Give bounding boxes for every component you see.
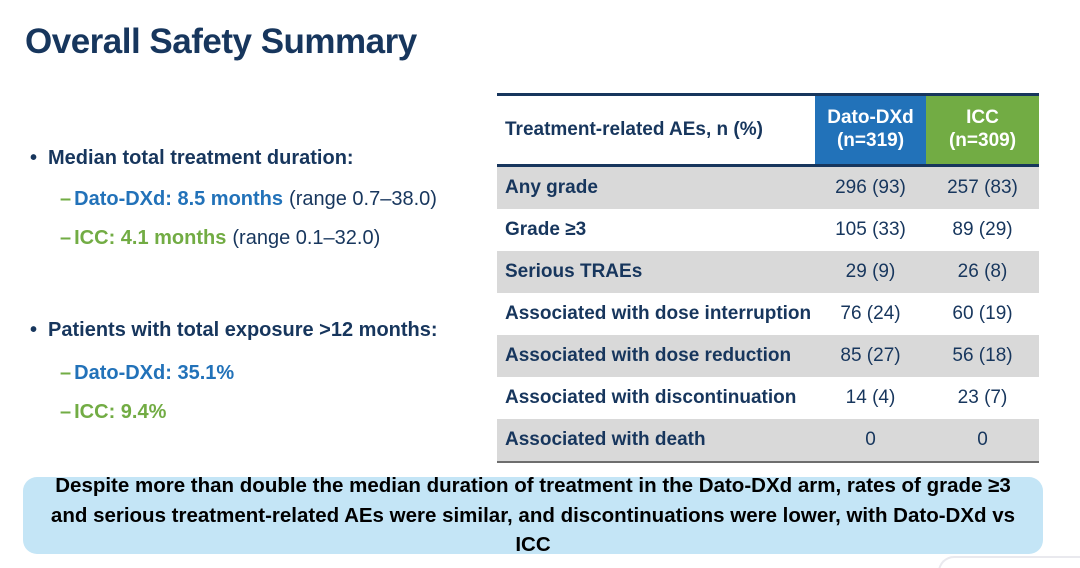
dato-column-header: Dato-DXd (n=319) xyxy=(815,96,926,164)
icc-column-header: ICC (n=309) xyxy=(926,96,1039,164)
icc-exposure-subbullet: – ICC: 9.4% xyxy=(60,401,166,424)
icc-duration-value: ICC: 4.1 months xyxy=(74,227,227,249)
bullet-marker: • xyxy=(30,147,38,169)
bullet-label: Median total treatment duration: xyxy=(48,147,354,169)
icc-value-cell: 56 (18) xyxy=(952,345,1013,366)
dato-column-n: (n=319) xyxy=(836,130,905,151)
dato-value-cell: 105 (33) xyxy=(835,219,906,240)
dash-marker: – xyxy=(60,227,72,249)
row-label-cell: Associated with death xyxy=(505,429,706,450)
exposure-bullet: • Patients with total exposure >12 months… xyxy=(30,319,438,342)
treatment-duration-bullet: • Median total treatment duration: xyxy=(30,147,354,170)
icc-column-n: (n=309) xyxy=(948,130,1017,151)
dato-duration-subbullet: – Dato-DXd: 8.5 months (range 0.7–38.0) xyxy=(60,188,437,211)
icc-exposure-value: ICC: 9.4% xyxy=(74,401,167,423)
dato-value-cell: 14 (4) xyxy=(845,387,896,408)
callout-text: Despite more than double the median dura… xyxy=(50,473,1016,557)
table-row: Any grade 296 (93) 257 (83) xyxy=(497,167,1039,209)
table-row: Associated with dose reduction 85 (27) 5… xyxy=(497,335,1039,377)
icc-duration-subbullet: – ICC: 4.1 months (range 0.1–32.0) xyxy=(60,227,380,250)
table-row: Associated with death 0 0 xyxy=(497,419,1039,461)
dato-value-cell: 29 (9) xyxy=(845,261,896,282)
icc-column-name: ICC xyxy=(966,107,999,129)
dato-column-name: Dato-DXd xyxy=(827,107,914,129)
row-label-cell: Associated with discontinuation xyxy=(505,387,797,408)
icc-value-cell: 257 (83) xyxy=(947,177,1018,198)
page-title: Overall Safety Summary xyxy=(25,22,417,61)
icc-value-cell: 89 (29) xyxy=(952,219,1013,240)
dash-marker: – xyxy=(60,362,72,384)
dato-value-cell: 76 (24) xyxy=(840,303,901,324)
summary-callout: Despite more than double the median dura… xyxy=(23,474,1043,556)
row-label-cell: Serious TRAEs xyxy=(505,261,643,282)
dato-duration-range: (range 0.7–38.0) xyxy=(289,188,437,210)
icc-value-cell: 60 (19) xyxy=(952,303,1013,324)
dato-value-cell: 85 (27) xyxy=(840,345,901,366)
icc-value-cell: 0 xyxy=(977,429,988,450)
bullet-marker: • xyxy=(30,319,38,341)
dato-value-cell: 296 (93) xyxy=(835,177,906,198)
table-body: Any grade 296 (93) 257 (83) Grade ≥3 105… xyxy=(497,167,1039,461)
table-row: Grade ≥3 105 (33) 89 (29) xyxy=(497,209,1039,251)
row-label-cell: Any grade xyxy=(505,177,598,198)
icc-value-cell: 23 (7) xyxy=(957,387,1008,408)
dato-duration-value: Dato-DXd: 8.5 months xyxy=(74,188,284,210)
table-header-row: Treatment-related AEs, n (%) Dato-DXd (n… xyxy=(497,96,1039,167)
dato-exposure-subbullet: – Dato-DXd: 35.1% xyxy=(60,362,234,385)
row-label-cell: Grade ≥3 xyxy=(505,219,587,240)
dato-exposure-value: Dato-DXd: 35.1% xyxy=(74,362,235,384)
icc-duration-range: (range 0.1–32.0) xyxy=(232,227,381,249)
table-row: Serious TRAEs 29 (9) 26 (8) xyxy=(497,251,1039,293)
row-label-cell: Associated with dose interruption xyxy=(505,303,812,324)
icc-value-cell: 26 (8) xyxy=(957,261,1008,282)
dato-value-cell: 0 xyxy=(865,429,876,450)
partial-card-edge xyxy=(938,556,1080,568)
dash-marker: – xyxy=(60,188,72,210)
table-row: Associated with dose interruption 76 (24… xyxy=(497,293,1039,335)
dash-marker: – xyxy=(60,401,72,423)
table-row: Associated with discontinuation 14 (4) 2… xyxy=(497,377,1039,419)
header-label-cell: Treatment-related AEs, n (%) xyxy=(497,96,815,164)
safety-table: Treatment-related AEs, n (%) Dato-DXd (n… xyxy=(497,93,1039,463)
bullet-label: Patients with total exposure >12 months: xyxy=(48,319,438,341)
row-label-cell: Associated with dose reduction xyxy=(505,345,792,366)
